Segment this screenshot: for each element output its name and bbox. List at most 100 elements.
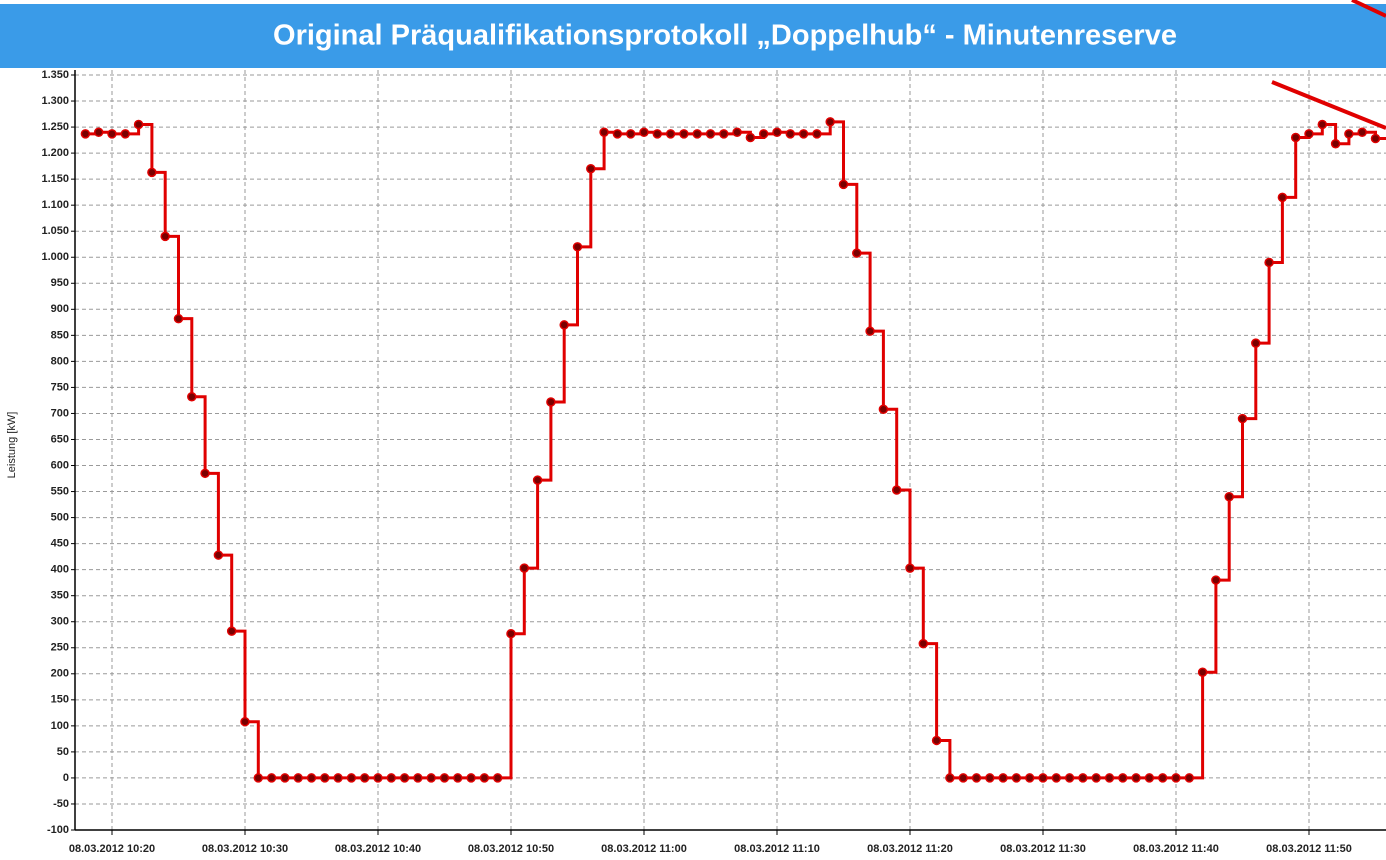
y-tick-label: 900 [51, 303, 69, 315]
data-point [705, 129, 716, 139]
data-point [918, 638, 929, 649]
data-point [1197, 667, 1208, 677]
data-point [280, 773, 290, 783]
y-tick-label: 300 [51, 616, 69, 628]
y-tick-label: 400 [51, 564, 69, 576]
y-tick-label: 500 [51, 511, 69, 523]
data-point [1251, 338, 1261, 348]
data-point [133, 119, 144, 130]
y-tick-label: 450 [51, 538, 69, 550]
y-tick-label: 1.100 [41, 199, 69, 211]
data-point [1224, 492, 1234, 502]
data-point [559, 320, 569, 330]
data-point [120, 129, 131, 139]
data-point [852, 248, 862, 258]
data-point [266, 773, 277, 783]
data-point [479, 773, 490, 783]
data-point [1157, 773, 1168, 783]
title-bar [0, 4, 1386, 68]
y-tick-label: 1.250 [41, 121, 69, 133]
x-tick-label: 08.03.2012 10:30 [202, 843, 288, 855]
y-tick-label: 550 [51, 485, 69, 497]
data-point [1370, 133, 1381, 144]
data-point [1357, 127, 1367, 138]
x-tick-label: 08.03.2012 11:00 [601, 843, 687, 855]
data-point [679, 129, 689, 139]
data-point [798, 129, 809, 139]
step-line [85, 120, 1386, 780]
data-point [891, 485, 902, 495]
data-point [878, 404, 889, 415]
y-tick-label: 350 [51, 590, 69, 602]
data-point [639, 127, 649, 138]
data-point [1237, 413, 1248, 424]
y-tick-label: 650 [51, 433, 69, 445]
data-point [905, 563, 915, 573]
data-point [373, 773, 383, 783]
data-point [838, 179, 849, 190]
data-point [958, 773, 968, 783]
data-point [1078, 773, 1088, 783]
data-point [1024, 773, 1035, 783]
data-point [732, 127, 742, 138]
data-point [306, 773, 317, 783]
data-point [1011, 773, 1022, 783]
data-point [692, 129, 702, 139]
data-point [359, 773, 370, 783]
data-point [1290, 132, 1301, 143]
x-tick-label: 08.03.2012 10:50 [468, 843, 554, 855]
y-tick-label: 700 [51, 407, 69, 419]
data-point [532, 475, 543, 485]
data-point [1184, 773, 1195, 783]
data-point [1038, 773, 1048, 783]
data-point [466, 773, 476, 783]
data-point [945, 773, 955, 783]
data-point [226, 626, 237, 636]
chart-title: Original Präqualifikationsprotokoll „Dop… [273, 20, 1177, 52]
data-point [1171, 773, 1181, 783]
data-point [812, 129, 822, 139]
data-point [333, 773, 343, 783]
data-point [439, 773, 450, 783]
data-point [80, 129, 91, 139]
y-tick-label: -50 [53, 798, 69, 810]
data-point [1144, 773, 1155, 783]
data-point [1277, 192, 1288, 203]
data-point [320, 773, 330, 783]
data-point [1131, 773, 1141, 783]
data-point [200, 468, 210, 479]
data-point [758, 129, 769, 139]
y-tick-label: 100 [51, 720, 69, 732]
data-point [546, 397, 556, 407]
data-point [1091, 773, 1101, 783]
annotation-arrow [1271, 80, 1386, 130]
y-tick-label: 950 [51, 277, 69, 289]
y-tick-label: -100 [47, 824, 69, 836]
data-point [1104, 773, 1115, 783]
y-tick-label: 1.350 [41, 69, 69, 81]
data-point [1317, 119, 1328, 130]
data-point [519, 563, 530, 573]
x-tick-label: 08.03.2012 11:40 [1133, 843, 1219, 855]
y-tick-label: 150 [51, 694, 69, 706]
data-point [785, 129, 796, 139]
data-point [386, 773, 397, 783]
data-point [506, 628, 516, 639]
y-tick-label: 0 [63, 772, 69, 784]
plot-area: -100 -50 0 50 100 150 200 250 300 350 400 450 500 550… [41, 69, 1386, 855]
data-point [1344, 129, 1354, 139]
data-point [745, 132, 756, 143]
data-point [586, 163, 596, 174]
y-tick-label: 850 [51, 329, 69, 341]
data-point [240, 716, 250, 727]
y-tick-label: 800 [51, 355, 69, 367]
data-point [652, 129, 663, 139]
y-tick-label: 50 [57, 746, 69, 758]
y-tick-label: 200 [51, 668, 69, 680]
data-point [426, 773, 436, 783]
data-point [1330, 138, 1341, 149]
data-point [293, 773, 303, 783]
y-tick-label: 1.200 [41, 147, 69, 159]
data-point [612, 129, 623, 139]
